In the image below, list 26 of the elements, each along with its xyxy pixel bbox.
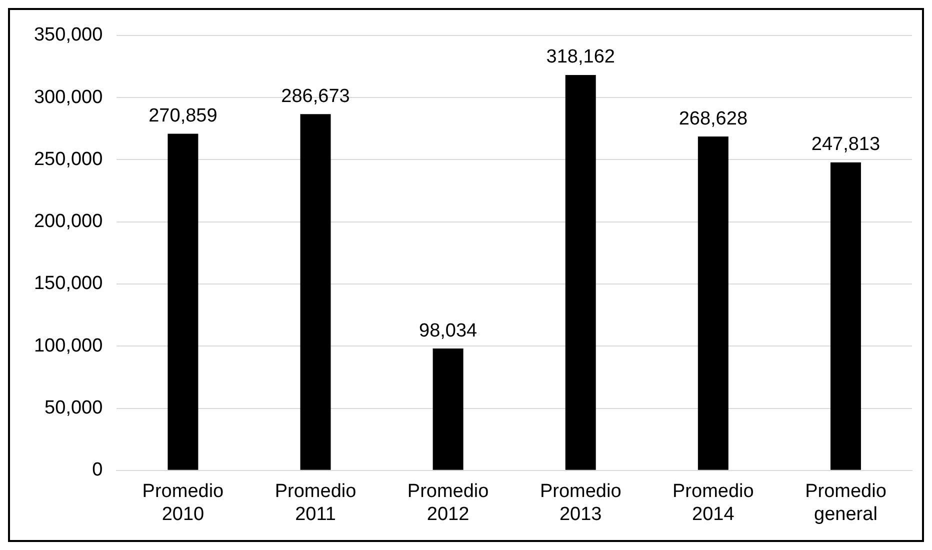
bar [432, 348, 464, 470]
x-tick-label: Promedio 2010 [142, 481, 224, 525]
data-label: 98,034 [419, 320, 478, 342]
y-tick-label: 150,000 [34, 273, 103, 294]
x-tick-label: Promedio 2014 [672, 481, 754, 525]
y-tick-label: 200,000 [34, 211, 103, 232]
y-tick-label: 50,000 [44, 397, 103, 418]
bar [830, 162, 861, 470]
data-label: 270,859 [148, 105, 218, 126]
y-tick-label: 0 [92, 460, 103, 481]
x-tick-label: Promedio general [805, 481, 886, 525]
bar [168, 134, 198, 470]
bar [698, 136, 728, 470]
data-label: 286,673 [281, 86, 350, 107]
data-label: 268,628 [678, 108, 748, 130]
bar [300, 114, 331, 470]
y-tick-label: 350,000 [34, 24, 103, 46]
y-tick-label: 100,000 [34, 335, 103, 356]
y-tick-label: 250,000 [34, 148, 103, 170]
x-tick-label: Promedio 2011 [274, 481, 356, 525]
data-label: 247,813 [811, 134, 880, 156]
x-tick-label: Promedio 2013 [540, 481, 622, 525]
data-label: 318,162 [546, 46, 615, 68]
bar [565, 74, 596, 470]
x-tick-label: Promedio 2012 [407, 481, 489, 525]
y-tick-label: 300,000 [34, 86, 103, 108]
